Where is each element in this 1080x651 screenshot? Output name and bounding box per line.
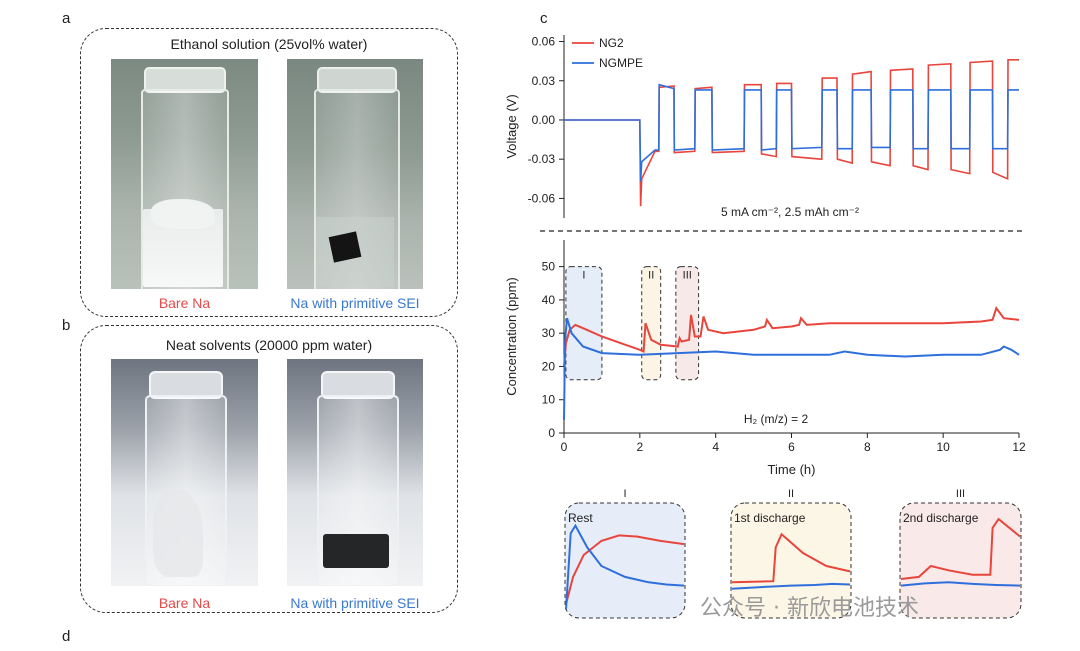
caption-na-primitive-sei-a: Na with primitive SEI xyxy=(290,295,420,311)
conc-x-tick-label: 2 xyxy=(636,440,643,454)
conc-y-tick-label: 0 xyxy=(548,426,555,440)
panel-a-title: Ethanol solution (25vol% water) xyxy=(170,36,368,52)
panel-b-frame xyxy=(80,325,458,613)
panel-label-d: d xyxy=(62,628,71,645)
caption-bare-na-b: Bare Na xyxy=(158,595,211,611)
inset-frame-i xyxy=(564,502,686,619)
voltage-annotation: 5 mA cm⁻², 2.5 mAh cm⁻² xyxy=(721,205,859,219)
conc-x-tick-label: 0 xyxy=(561,440,568,454)
conc-annotation: H₂ (m/z) = 2 xyxy=(744,412,809,426)
inset-title-i: I xyxy=(623,488,626,500)
panel-label-a: a xyxy=(62,10,71,27)
conc-x-axis-label: Time (h) xyxy=(768,462,816,477)
inset-series-iii-ngmpe xyxy=(900,581,1021,587)
legend-label-ng2: NG2 xyxy=(599,36,624,50)
voltage-y-tick-label: 0.03 xyxy=(532,74,556,88)
region-label-i: I xyxy=(582,270,585,282)
panel-b-title: Neat solvents (20000 ppm water) xyxy=(165,337,373,353)
conc-y-axis-label: Concentration (ppm) xyxy=(504,277,519,396)
conc-x-tick-label: 12 xyxy=(1012,440,1026,454)
conc-y-tick-label: 40 xyxy=(542,293,556,307)
conc-x-tick-label: 8 xyxy=(864,440,871,454)
photo-bare-na-neat xyxy=(111,359,258,586)
voltage-series-ngmpe xyxy=(564,83,1019,182)
conc-series-ng2 xyxy=(563,306,1020,367)
inset-series-ii-ngmpe xyxy=(731,582,851,590)
inset-series-iii-ng2 xyxy=(900,517,1021,580)
inset-plots: I Rest II 1st discharge III 2nd discharge xyxy=(564,488,1022,619)
legend-label-ngmpe: NGMPE xyxy=(599,56,643,70)
watermark: 公众号 · 新欣电池技术 xyxy=(700,596,919,621)
conc-y-tick-label: 10 xyxy=(542,393,556,407)
inset-series-ii-ng2 xyxy=(731,532,851,584)
caption-bare-na-a: Bare Na xyxy=(158,295,211,311)
inset-annotation-iii: 2nd discharge xyxy=(903,511,979,525)
panel-label-c: c xyxy=(540,10,548,27)
inset-frame-iii xyxy=(899,502,1022,619)
region-label-ii: II xyxy=(648,270,654,282)
inset-annotation-ii: 1st discharge xyxy=(734,511,806,525)
photo-bare-na-ethanol xyxy=(111,59,258,289)
photo-na-primitive-sei-ethanol xyxy=(287,59,423,289)
conc-y-tick-label: 30 xyxy=(542,326,556,340)
inset-series-i-ng2 xyxy=(565,534,685,605)
inset-series-i-ngmpe xyxy=(565,523,685,610)
panel-a-frame xyxy=(80,28,458,317)
voltage-y-axis-label: Voltage (V) xyxy=(504,94,519,158)
voltage-y-tick-label: -0.03 xyxy=(528,152,556,166)
caption-na-primitive-sei-b: Na with primitive SEI xyxy=(290,595,420,611)
voltage-y-tick-label: 0.06 xyxy=(532,35,556,49)
conc-x-tick-label: 10 xyxy=(936,440,950,454)
panel-label-b: b xyxy=(62,317,71,334)
inset-title-iii: III xyxy=(956,488,965,500)
conc-series-ngmpe xyxy=(563,317,1020,420)
conc-y-tick-label: 50 xyxy=(542,260,556,274)
voltage-y-tick-label: 0.00 xyxy=(532,113,556,127)
conc-y-tick-label: 20 xyxy=(542,359,556,373)
conc-x-tick-label: 6 xyxy=(788,440,795,454)
inset-title-ii: II xyxy=(788,488,794,500)
region-label-iii: III xyxy=(683,270,692,282)
voltage-y-tick-label: -0.06 xyxy=(528,191,556,205)
conc-x-tick-label: 4 xyxy=(712,440,719,454)
inset-frame-ii xyxy=(730,502,852,619)
voltage-plot: -0.06 -0.03 0.00 0.03 0.06 Voltage (V) NG2 NGMP… xyxy=(504,35,1022,232)
region-ii xyxy=(641,266,662,381)
region-i xyxy=(565,266,603,381)
photo-na-primitive-sei-neat xyxy=(287,359,423,586)
inset-annotation-i: Rest xyxy=(568,511,593,525)
region-iii xyxy=(675,266,700,381)
